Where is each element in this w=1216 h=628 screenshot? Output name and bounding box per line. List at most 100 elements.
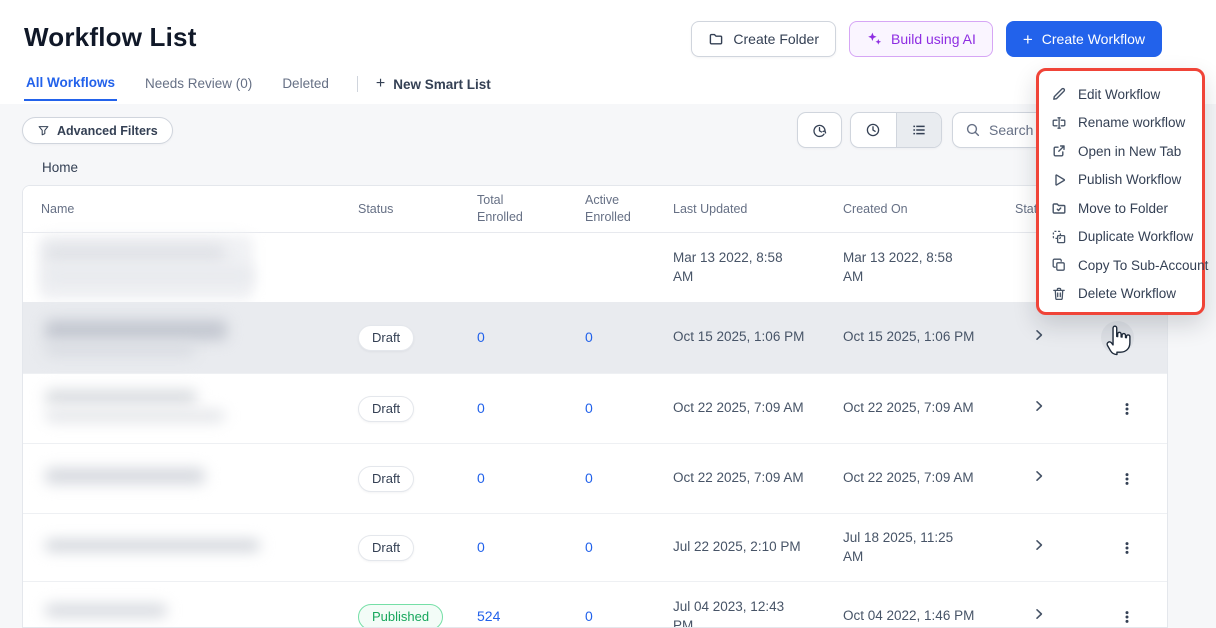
tab-needs-review[interactable]: Needs Review (0) xyxy=(145,76,253,91)
page-title: Workflow List xyxy=(24,22,197,52)
created-on: Mar 13 2022, 8:58 AM xyxy=(843,249,953,284)
column-header-active-enrolled: Active Enrolled xyxy=(585,193,631,224)
active-enrolled-link[interactable]: 0 xyxy=(585,607,593,624)
create-folder-button[interactable]: Create Folder xyxy=(691,21,836,57)
pencil-icon xyxy=(1051,86,1067,102)
created-on: Oct 22 2025, 7:09 AM xyxy=(843,470,974,486)
created-on: Oct 04 2022, 1:46 PM xyxy=(843,608,975,624)
menu-item-duplicate-workflow[interactable]: Duplicate Workflow xyxy=(1039,223,1202,252)
last-updated: Jul 22 2025, 2:10 PM xyxy=(673,539,801,555)
list-view-button[interactable] xyxy=(895,113,941,147)
total-enrolled-link[interactable]: 0 xyxy=(477,469,485,486)
menu-item-edit-workflow[interactable]: Edit Workflow xyxy=(1039,80,1202,109)
table-row[interactable]: Draft 0 0 Jul 22 2025, 2:10 PM Jul 18 20… xyxy=(23,513,1167,581)
workflow-name-blurred xyxy=(23,302,343,373)
total-enrolled-link[interactable]: 0 xyxy=(477,538,485,555)
history-view-button[interactable] xyxy=(851,113,896,147)
total-enrolled-link[interactable]: 0 xyxy=(477,328,485,345)
view-toggle xyxy=(850,112,942,148)
total-enrolled-link[interactable]: 0 xyxy=(477,399,485,416)
workflow-name-blurred xyxy=(23,444,343,513)
build-using-ai-button[interactable]: Build using AI xyxy=(849,21,993,57)
active-enrolled-link[interactable]: 0 xyxy=(585,538,593,555)
created-on: Oct 15 2025, 1:06 PM xyxy=(843,329,975,345)
last-updated: Mar 13 2022, 8:58 AM xyxy=(673,249,783,284)
row-context-menu: Edit Workflow Rename workflow Open in Ne… xyxy=(1036,68,1208,315)
list-icon xyxy=(911,122,927,138)
menu-item-move-to-folder[interactable]: Move to Folder xyxy=(1039,194,1202,223)
header-actions: Create Folder Build using AI + Create Wo… xyxy=(691,21,1162,57)
menu-item-rename-workflow[interactable]: Rename workflow xyxy=(1039,109,1202,138)
workflow-table: Name Status Total Enrolled Active Enroll… xyxy=(22,185,1168,628)
menu-item-publish-workflow[interactable]: Publish Workflow xyxy=(1039,166,1202,195)
column-header-name: Name xyxy=(41,201,75,216)
active-enrolled-link[interactable]: 0 xyxy=(585,328,593,345)
status-badge: Draft xyxy=(358,324,415,351)
tab-all-workflows[interactable]: All Workflows xyxy=(24,75,118,101)
search-icon xyxy=(965,122,981,138)
table-header-row: Name Status Total Enrolled Active Enroll… xyxy=(23,186,1167,233)
row-actions-menu-button[interactable] xyxy=(1087,540,1167,556)
expand-row-chevron[interactable] xyxy=(1031,468,1047,484)
tab-bar: All Workflows Needs Review (0) Deleted +… xyxy=(24,73,491,103)
new-smart-list-button[interactable]: + New Smart List xyxy=(375,75,491,92)
row-actions-menu-button[interactable] xyxy=(1087,609,1167,625)
workflow-name-blurred xyxy=(23,233,343,302)
expand-row-chevron[interactable] xyxy=(1031,537,1047,553)
tab-divider xyxy=(356,76,358,92)
create-workflow-button[interactable]: + Create Workflow xyxy=(1005,21,1162,57)
folder-check-icon xyxy=(1051,200,1067,216)
rename-icon xyxy=(1051,115,1067,131)
workflow-name-blurred xyxy=(23,514,343,581)
table-row[interactable]: Draft 0 0 Oct 22 2025, 7:09 AM Oct 22 20… xyxy=(23,443,1167,513)
duplicate-icon xyxy=(1051,229,1067,245)
trash-icon xyxy=(1051,286,1067,302)
row-actions-menu-button[interactable] xyxy=(1087,471,1167,487)
plus-icon: + xyxy=(375,75,386,92)
row-actions-menu-button[interactable] xyxy=(1087,401,1167,417)
total-enrolled-link[interactable]: 524 xyxy=(477,607,501,624)
status-badge: Draft xyxy=(358,395,415,422)
clock-history-icon xyxy=(811,122,828,139)
enrollment-history-button[interactable] xyxy=(797,112,842,148)
column-header-created-on: Created On xyxy=(843,201,908,216)
page-header: Workflow List Create Folder Build using … xyxy=(0,0,1216,104)
active-enrolled-link[interactable]: 0 xyxy=(585,399,593,416)
menu-item-copy-to-sub-account[interactable]: Copy To Sub-Account xyxy=(1039,251,1208,280)
clock-icon xyxy=(865,122,881,138)
active-enrolled-link[interactable]: 0 xyxy=(585,469,593,486)
expand-row-chevron[interactable] xyxy=(1031,327,1047,343)
status-badge: Draft xyxy=(358,534,415,561)
funnel-icon xyxy=(37,124,50,137)
table-row[interactable]: Published 524 0 Jul 04 2023, 12:43 PM Oc… xyxy=(23,581,1167,628)
play-icon xyxy=(1051,172,1067,188)
breadcrumb[interactable]: Home xyxy=(42,160,79,175)
created-on: Oct 22 2025, 7:09 AM xyxy=(843,400,974,416)
menu-item-delete-workflow[interactable]: Delete Workflow xyxy=(1039,280,1202,309)
table-row[interactable]: Draft 0 0 Oct 22 2025, 7:09 AM Oct 22 20… xyxy=(23,373,1167,443)
created-on: Jul 18 2025, 11:25 AM xyxy=(843,529,954,564)
workflow-name-blurred xyxy=(23,582,343,627)
external-link-icon xyxy=(1051,143,1067,159)
workflow-name-blurred xyxy=(23,374,343,443)
last-updated: Jul 04 2023, 12:43 PM xyxy=(673,598,785,628)
menu-item-open-in-new-tab[interactable]: Open in New Tab xyxy=(1039,137,1202,166)
column-header-status: Status xyxy=(358,201,394,216)
last-updated: Oct 22 2025, 7:09 AM xyxy=(673,400,804,416)
status-badge: Draft xyxy=(358,465,415,492)
status-badge: Published xyxy=(358,603,444,627)
plus-icon: + xyxy=(1022,29,1033,49)
column-header-total-enrolled: Total Enrolled xyxy=(477,193,523,224)
expand-row-chevron[interactable] xyxy=(1031,398,1047,414)
last-updated: Oct 22 2025, 7:09 AM xyxy=(673,470,804,486)
folder-icon xyxy=(708,31,724,47)
column-header-last-updated: Last Updated xyxy=(673,201,748,216)
tab-deleted[interactable]: Deleted xyxy=(282,76,329,91)
actions-button-hover-highlight xyxy=(1101,321,1134,354)
copy-icon xyxy=(1051,257,1067,273)
table-row[interactable]: Mar 13 2022, 8:58 AM Mar 13 2022, 8:58 A… xyxy=(23,233,1167,302)
expand-row-chevron[interactable] xyxy=(1031,606,1047,622)
advanced-filters-button[interactable]: Advanced Filters xyxy=(22,117,173,144)
table-row-hovered[interactable]: Draft 0 0 Oct 15 2025, 1:06 PM Oct 15 20… xyxy=(23,302,1167,373)
